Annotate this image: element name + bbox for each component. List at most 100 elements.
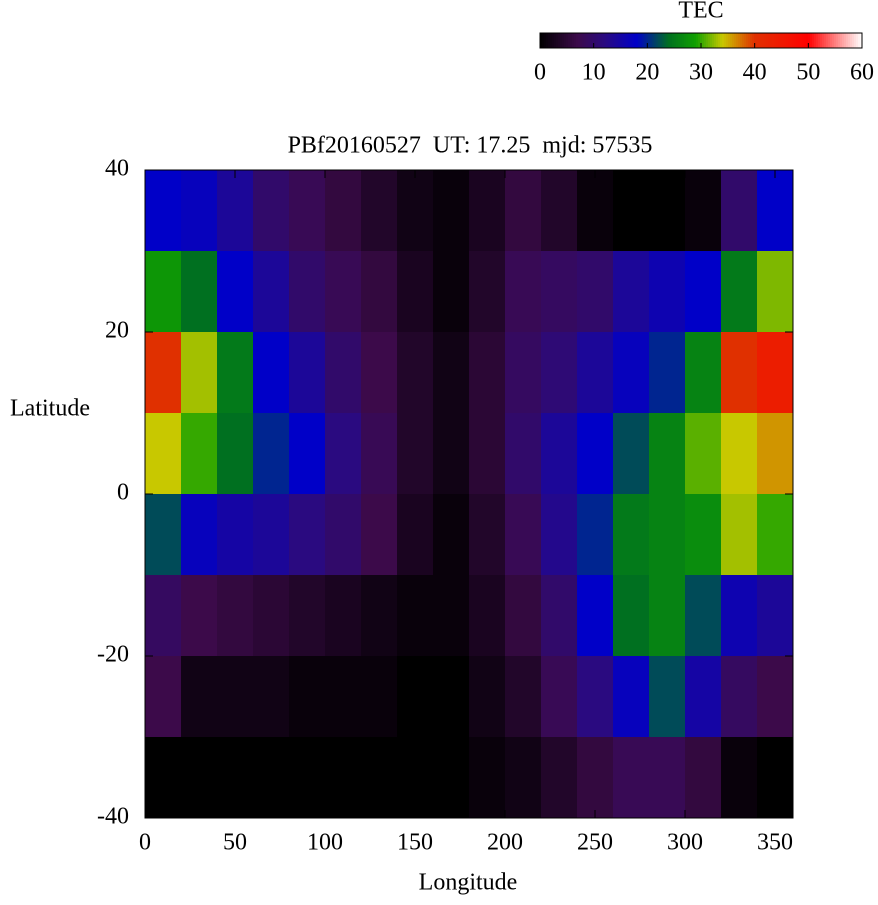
colorbar-segment (778, 33, 781, 48)
heatmap-cell (325, 332, 362, 414)
heatmap-cell (613, 332, 650, 414)
colorbar-segment (620, 33, 623, 48)
colorbar-segment (708, 33, 711, 48)
colorbar-segment (540, 33, 543, 48)
heatmap-cell (361, 332, 398, 414)
colorbar-segment (750, 33, 753, 48)
heatmap-cell (613, 170, 650, 252)
heatmap-cell (685, 332, 722, 414)
heatmap-cell (757, 413, 794, 495)
heatmap-cell (685, 737, 722, 819)
heatmap-cell (433, 737, 470, 819)
x-tick-label: 250 (577, 830, 613, 856)
heatmap-cell (181, 656, 218, 738)
colorbar-segment (680, 33, 683, 48)
heatmap-cell (685, 656, 722, 738)
colorbar-segment (618, 33, 621, 48)
colorbar-segment (860, 33, 863, 48)
heatmap-cell (469, 413, 506, 495)
colorbar-segment (804, 33, 807, 48)
colorbar-segment (624, 33, 627, 48)
heatmap-cell (613, 656, 650, 738)
heatmap-cell (289, 656, 326, 738)
colorbar-segment (718, 33, 721, 48)
heatmap-cell (181, 737, 218, 819)
colorbar-segment (812, 33, 815, 48)
heatmap-cell (325, 494, 362, 576)
colorbar-segment (834, 33, 837, 48)
heatmap-cell (181, 170, 218, 252)
colorbar-segment (758, 33, 761, 48)
heatmap-cell (217, 656, 254, 738)
heatmap-cell (217, 737, 254, 819)
chart-title: PBf20160527 UT: 17.25 mjd: 57535 (288, 133, 653, 159)
colorbar-segment (710, 33, 713, 48)
colorbar-segment (626, 33, 629, 48)
colorbar-segment (720, 33, 723, 48)
heatmap-cell (505, 332, 542, 414)
colorbar-segment (760, 33, 763, 48)
heatmap-cell (181, 575, 218, 657)
heatmap-cell (613, 251, 650, 333)
colorbar-segment (806, 33, 809, 48)
colorbar-segment (604, 33, 607, 48)
heatmap-cell (541, 413, 578, 495)
heatmap-cell (613, 737, 650, 819)
colorbar-segment (700, 33, 703, 48)
heatmap-cell (361, 170, 398, 252)
heatmap-cell (145, 575, 182, 657)
heatmap-cell (181, 332, 218, 414)
heatmap-cell (685, 413, 722, 495)
colorbar-segment (790, 33, 793, 48)
heatmap-cell (685, 251, 722, 333)
colorbar-segment (636, 33, 639, 48)
colorbar-segment (726, 33, 729, 48)
colorbar-segment (826, 33, 829, 48)
x-tick-label: 300 (667, 830, 703, 856)
colorbar-segment (738, 33, 741, 48)
heatmap-cell (577, 251, 614, 333)
colorbar-segment (696, 33, 699, 48)
heatmap-cell (721, 170, 758, 252)
heatmap-cell (289, 332, 326, 414)
heatmap-cell (757, 494, 794, 576)
colorbar-segment (756, 33, 759, 48)
heatmap-cell (541, 332, 578, 414)
colorbar-segment (560, 33, 563, 48)
colorbar-segment (566, 33, 569, 48)
heatmap-cell (577, 413, 614, 495)
heatmap-cell (541, 656, 578, 738)
colorbar-segment (596, 33, 599, 48)
colorbar-segment (736, 33, 739, 48)
y-tick-label: -20 (97, 642, 129, 668)
x-tick-label: 0 (139, 830, 151, 856)
colorbar-segment (598, 33, 601, 48)
colorbar-segment (764, 33, 767, 48)
colorbar-segment (662, 33, 665, 48)
colorbar-segment (544, 33, 547, 48)
colorbar-segment (730, 33, 733, 48)
colorbar-segment (716, 33, 719, 48)
y-tick-label: 0 (117, 480, 129, 506)
colorbar-segment (546, 33, 549, 48)
colorbar-segment (858, 33, 861, 48)
heatmap-cell (757, 656, 794, 738)
y-axis-label: Latitude (10, 396, 90, 422)
heatmap-cell (541, 575, 578, 657)
colorbar-segment (580, 33, 583, 48)
heatmap-cell (577, 575, 614, 657)
heatmap-cell (757, 332, 794, 414)
colorbar-segment (752, 33, 755, 48)
heatmap-cell (397, 251, 434, 333)
colorbar-segment (796, 33, 799, 48)
heatmap-cell (721, 575, 758, 657)
heatmap-cell (145, 494, 182, 576)
heatmap-cell (145, 737, 182, 819)
y-tick-label: 40 (105, 156, 129, 182)
heatmap-cell (253, 656, 290, 738)
x-tick-label: 350 (757, 830, 793, 856)
colorbar-segment (550, 33, 553, 48)
heatmap-cell (649, 251, 686, 333)
colorbar-segment (576, 33, 579, 48)
heatmap-cell (505, 494, 542, 576)
